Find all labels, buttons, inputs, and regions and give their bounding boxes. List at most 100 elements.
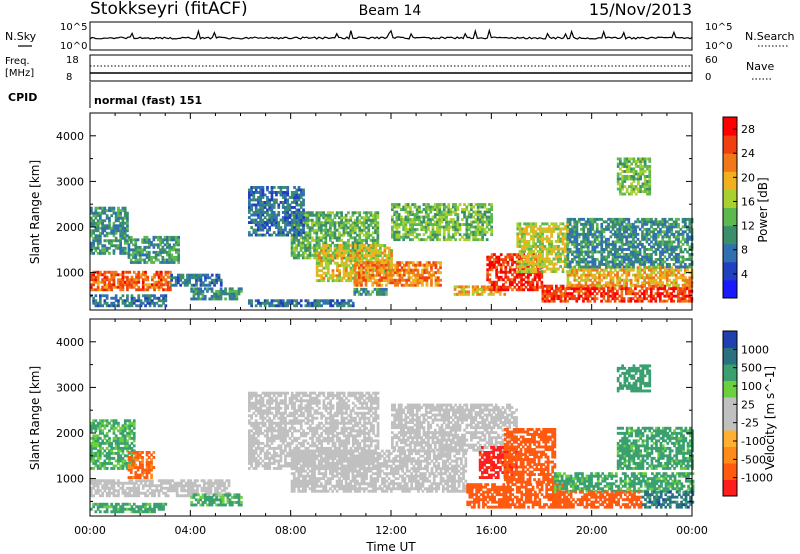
power-cell [456,230,460,234]
power-cell [584,283,588,287]
power-cell [129,258,133,262]
power-cell [297,226,301,230]
power-cell [333,254,337,257]
power-cell [566,232,570,236]
power-cell [490,205,493,209]
power-cell [447,203,451,206]
power-cell [476,208,480,211]
power-cell [134,250,138,254]
power-cell [349,261,353,265]
power-cell [364,278,368,282]
power-cell [92,244,95,248]
power-cell [461,218,464,221]
power-cell [595,250,599,254]
power-cell [157,238,160,242]
power-cell [136,258,140,262]
power-cell [257,221,260,224]
power-cell [520,237,524,241]
power-cell [436,203,439,206]
power-cell [573,273,577,277]
power-cell [568,222,572,226]
power-cell [393,235,396,239]
power-cell [582,235,586,239]
power-cell [470,208,473,211]
power-cell [654,268,658,272]
power-cell [340,261,344,265]
power-cell [456,225,460,229]
power-cell [474,235,478,239]
power-cell [621,165,624,168]
power-cell [94,280,98,284]
power-cell [605,281,608,285]
power-cell [101,231,104,235]
power-cell [172,235,176,239]
power-cell [564,297,567,301]
power-cell [177,240,180,244]
power-cell [365,216,368,220]
power-cell [311,253,314,257]
power-cell [483,287,486,291]
power-cell [427,220,430,224]
power-cell [539,245,542,248]
power-cell [571,271,574,275]
power-cell [217,273,221,277]
nave-label: Nave [746,60,774,73]
power-cell [611,292,615,296]
power-cell [665,265,669,269]
power-cell [648,185,652,188]
power-cell [371,261,375,265]
power-cell [586,253,590,256]
power-cell [643,276,646,280]
power-cell [486,268,489,272]
power-cell [369,254,373,257]
power-cell [463,210,466,214]
power-cell [376,259,380,263]
power-cell [616,180,620,183]
power-cell [391,233,394,237]
power-cell [470,213,473,216]
power-cell [582,222,586,226]
power-cell [575,268,579,272]
power-cell [561,299,565,303]
power-cell [250,213,253,217]
power-cell [561,232,565,236]
power-cell [681,273,685,277]
power-cell [324,233,328,237]
power-cell [506,275,510,279]
power-cell [625,253,628,256]
power-cell [476,210,480,214]
power-cell [645,260,649,264]
power-cell [584,243,588,246]
power-cell [422,215,426,219]
power-cell [388,246,391,250]
power-cell [591,255,595,259]
power-cell [539,230,542,233]
power-cell [277,301,281,305]
power-cell [375,278,379,282]
power-cell [597,289,601,293]
power-cell [416,278,420,282]
power-cell [403,278,406,282]
power-cell [580,268,583,272]
power-cell [595,230,599,234]
power-cell [643,165,647,168]
power-cell [336,251,339,255]
power-cell [668,278,671,282]
power-cell [157,235,160,239]
power-cell [609,235,613,239]
power-cell [126,229,129,233]
power-cell [338,264,341,268]
power-cell [543,292,547,296]
power-cell [674,276,678,280]
power-cell [605,268,608,272]
power-cell [611,253,615,256]
power-cell [643,232,646,236]
power-cell [250,191,253,194]
power-cell [658,297,662,301]
power-cell [403,271,406,275]
power-cell [677,265,680,269]
power-cell [164,283,168,287]
power-cell [333,236,337,240]
power-cell [351,304,355,308]
power-cell [490,263,494,267]
